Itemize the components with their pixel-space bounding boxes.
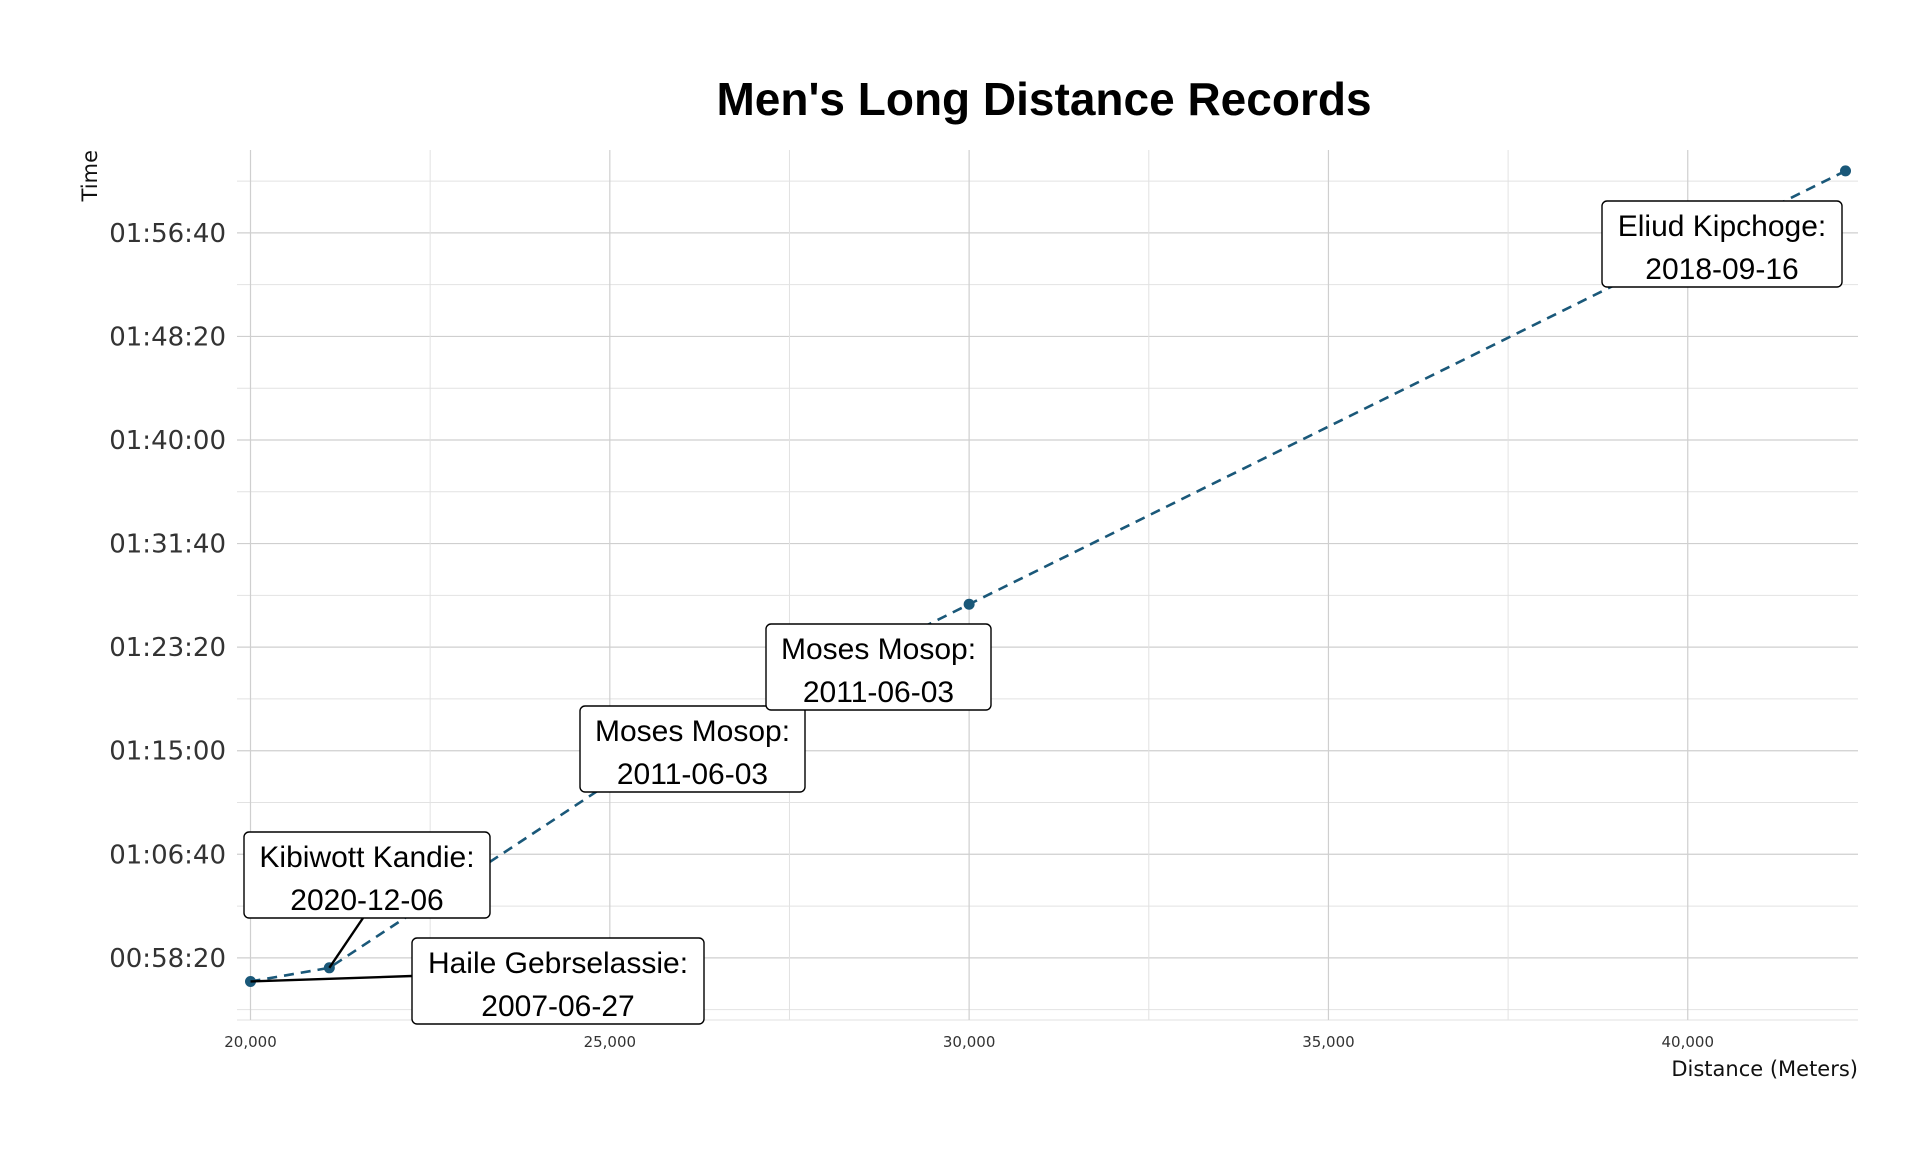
point-label: Moses Mosop: 2011-06-03 [579,705,806,793]
label-athlete: Moses Mosop: [595,715,790,748]
label-athlete: Moses Mosop: [781,633,976,666]
x-tick-label: 35,000 [1302,1033,1355,1051]
x-tick-label: 25,000 [584,1033,637,1051]
grid [237,150,1858,1021]
label-date: 2018-09-16 [1645,253,1798,286]
point-label: Kibiwott Kandie: 2020-12-06 [243,831,491,919]
label-box [243,831,491,919]
label-athlete: Haile Gebrselassie: [428,947,688,980]
data-point [963,598,975,610]
label-box [1601,200,1843,288]
label-date: 2011-06-03 [617,758,768,791]
label-athlete: Kibiwott Kandie: [259,841,474,874]
ticks: 00:58:20 01:06:40 01:15:00 01:23:20 01:31:40… [109,219,1714,1051]
x-tick-label: 20,000 [224,1033,277,1051]
y-tick-label: 01:15:00 [109,737,226,767]
label-box [579,705,806,793]
y-tick-label: 01:56:40 [109,219,226,249]
label-date: 2011-06-03 [803,676,954,709]
label-box [765,623,992,711]
point-label: Haile Gebrselassie: 2007-06-27 [411,937,705,1025]
y-tick-label: 01:23:20 [109,633,226,663]
chart-title: Men's Long Distance Records [716,73,1371,125]
y-tick-label: 01:06:40 [109,840,226,870]
label-athlete: Eliud Kipchoge: [1618,210,1826,243]
label-box [411,937,705,1025]
label-date: 2020-12-06 [290,884,443,917]
x-axis-title: Distance (Meters) [1671,1057,1858,1081]
x-tick-label: 40,000 [1662,1033,1715,1051]
point-labels: Haile Gebrselassie: 2007-06-27 Kibiwott Ka… [243,200,1843,1025]
label-date: 2007-06-27 [481,990,634,1023]
point-label: Eliud Kipchoge: 2018-09-16 [1601,200,1843,288]
x-tick-label: 30,000 [943,1033,996,1051]
data-point [1840,165,1851,177]
y-tick-label: 01:31:40 [109,530,226,560]
y-tick-label: 00:58:20 [109,944,226,974]
y-tick-label: 01:48:20 [109,322,226,352]
point-label: Moses Mosop: 2011-06-03 [765,623,992,711]
label-leader-line [250,974,413,983]
label-leader-line [328,917,364,969]
y-tick-label: 01:40:00 [109,426,226,456]
y-axis-title: Time [78,150,102,202]
